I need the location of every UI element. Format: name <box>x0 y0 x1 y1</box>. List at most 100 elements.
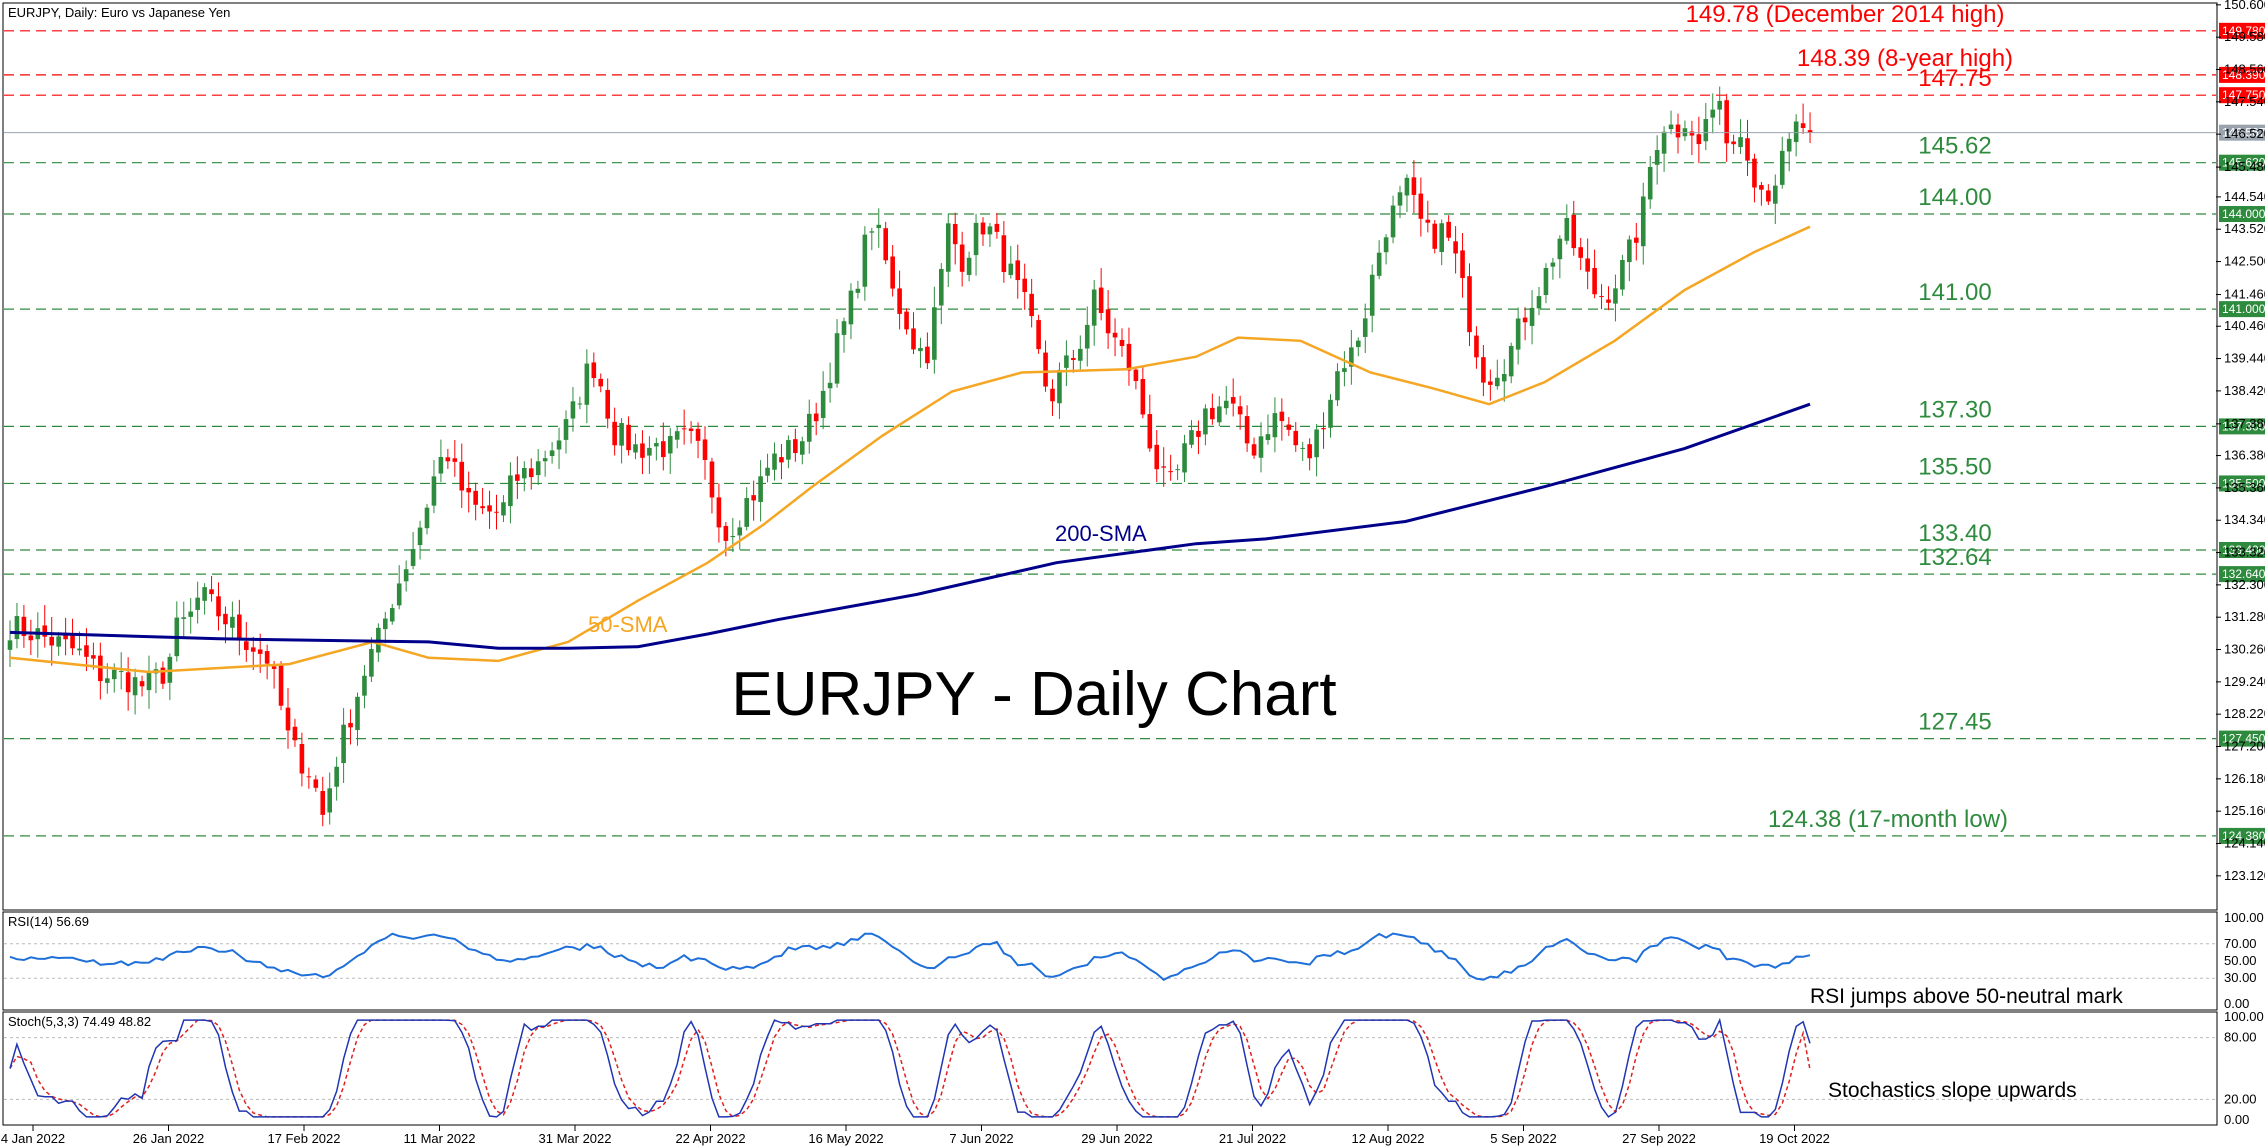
price-tick-label: 142.500 <box>2224 254 2265 269</box>
level-tag <box>2219 475 2265 492</box>
price-tick-label: 129.240 <box>2224 674 2265 689</box>
price-tick-label: 135.360 <box>2224 480 2265 495</box>
level-label: 145.62 <box>1918 133 1991 160</box>
candle-body <box>966 257 972 275</box>
candle-body <box>786 440 791 460</box>
candle-body <box>633 444 638 453</box>
candle-body <box>1064 355 1069 368</box>
candle-body <box>1189 430 1194 445</box>
candle-body <box>758 476 763 502</box>
candle-body <box>285 707 291 731</box>
level-tag <box>2219 87 2265 104</box>
price-tick-label: 138.420 <box>2224 383 2265 398</box>
level-tag-label: 144.000 <box>2222 207 2265 221</box>
candle-body <box>118 671 124 673</box>
candle-body <box>1154 444 1160 470</box>
candle-body <box>139 681 145 687</box>
level-tag-label: 137.300 <box>2222 419 2265 433</box>
candle-body <box>230 616 235 628</box>
candle-body <box>1050 388 1055 402</box>
candle-body <box>709 461 715 498</box>
level-tag <box>2219 542 2265 559</box>
candle-body <box>1279 411 1285 422</box>
candle-body <box>563 419 569 440</box>
candle-body <box>1522 317 1528 323</box>
candle-body <box>1230 397 1236 404</box>
candle-body <box>667 436 673 454</box>
candle-body <box>848 290 854 325</box>
price-tick-label: 150.600 <box>2224 0 2265 12</box>
candle-body <box>911 328 916 350</box>
time-tick-label: 26 Jan 2022 <box>133 1131 205 1146</box>
candle-body <box>1585 258 1590 272</box>
candle-body <box>973 222 979 256</box>
stoch-grid: 100.00 80.00 20.00 0.00 <box>4 1009 2264 1127</box>
candle-body <box>1119 339 1125 347</box>
candle-body <box>1133 369 1139 382</box>
candle-body <box>1481 357 1486 383</box>
candle-body <box>1647 167 1653 200</box>
candle-body <box>1369 274 1375 316</box>
candle-body <box>244 641 249 650</box>
candle-body <box>1182 443 1187 473</box>
candle-body <box>1328 399 1333 428</box>
candle-body <box>1703 119 1709 142</box>
candle-body <box>459 461 465 491</box>
candle-body <box>1022 278 1027 293</box>
candle-body <box>897 288 902 314</box>
candle-body <box>883 228 888 261</box>
candle-body <box>1237 406 1243 415</box>
candle-body <box>237 614 242 639</box>
price-tick-label: 143.520 <box>2224 221 2265 236</box>
candle-body <box>1439 223 1444 252</box>
level-tag <box>2219 154 2265 171</box>
candle-body <box>1432 223 1438 249</box>
candle-body <box>111 669 117 680</box>
candle-body <box>202 587 207 601</box>
candle-body <box>1335 371 1340 401</box>
level-tag-label: 141.000 <box>2222 302 2265 316</box>
candle-body <box>1383 237 1389 253</box>
candle-body <box>605 389 610 419</box>
candle-body <box>1244 416 1250 444</box>
candle-body <box>188 611 193 617</box>
candle-body <box>487 505 492 512</box>
stoch-tick-label: 20.00 <box>2224 1091 2257 1106</box>
candle-body <box>674 431 680 440</box>
candle-body <box>1091 289 1097 326</box>
price-tick-label: 132.300 <box>2224 577 2265 592</box>
candle-body <box>1807 130 1813 133</box>
sma50-label: 50-SMA <box>588 612 668 637</box>
candle-body <box>1800 123 1806 128</box>
candle-body <box>1300 447 1305 449</box>
candle-body <box>216 596 221 617</box>
candle-body <box>1661 131 1667 154</box>
price-tick-label: 145.480 <box>2224 159 2265 174</box>
candle-body <box>1265 434 1271 441</box>
candle-body <box>299 744 305 774</box>
candle-body <box>1738 137 1743 148</box>
candle-body <box>1606 299 1611 303</box>
candle-body <box>827 382 833 389</box>
stoch-tick-label: 80.00 <box>2224 1030 2257 1045</box>
stoch-tick-label: 100.00 <box>2224 1009 2264 1024</box>
candle-body <box>1446 221 1451 238</box>
levels-layer: 149.78 (December 2014 high) 149.780 148.39… <box>4 1 2265 844</box>
candle-body <box>264 651 270 664</box>
candle-body <box>160 667 166 684</box>
candle-body <box>1098 287 1104 314</box>
level-tag <box>2219 22 2265 39</box>
candle-body <box>959 244 965 272</box>
candle-body <box>1786 138 1792 152</box>
candle-body <box>1043 352 1048 387</box>
current-price-tag <box>2219 124 2265 141</box>
candle-body <box>1362 318 1368 337</box>
time-tick-label: 4 Jan 2022 <box>1 1131 65 1146</box>
candle-body <box>528 468 534 478</box>
candle-body <box>612 421 617 446</box>
candle-body <box>1689 131 1695 136</box>
candle-body <box>1627 239 1632 263</box>
time-tick-label: 5 Sep 2022 <box>1490 1131 1557 1146</box>
price-tick-label: 146.520 <box>2224 126 2265 141</box>
candle-body <box>890 256 895 289</box>
